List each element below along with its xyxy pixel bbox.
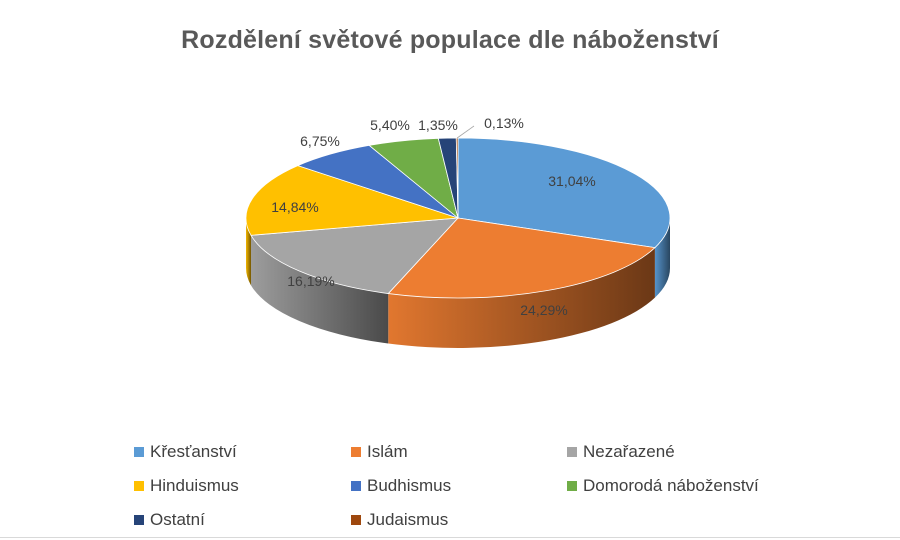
data-label-judaismus: 0,13% [484, 115, 524, 131]
legend-swatch [351, 447, 361, 457]
legend-swatch [567, 447, 577, 457]
pie-slice-judaismus [455, 137, 459, 219]
bottom-divider [0, 537, 900, 538]
legend-item-hinduismus: Hinduismus [134, 474, 239, 498]
legend-item-islam: Islám [351, 440, 408, 464]
chart-legend: Křesťanství Islám Nezařazené Hinduismus Budh… [134, 440, 834, 536]
data-label-krestanstvi: 31,04% [548, 173, 595, 189]
data-label-budhismus: 6,75% [300, 133, 340, 149]
legend-item-nezarazene: Nezařazené [567, 440, 675, 464]
pie-side-nezarazene [251, 235, 389, 344]
legend-swatch [134, 447, 144, 457]
pie-side-hinduismus [246, 218, 252, 286]
data-label-ostatni: 1,35% [418, 117, 458, 133]
leader-line-judaismus [456, 125, 475, 139]
legend-swatch [134, 481, 144, 491]
legend-label: Judaismus [367, 510, 449, 529]
legend-label: Křesťanství [150, 442, 237, 461]
legend-item-ostatni: Ostatní [134, 508, 205, 532]
legend-item-domoroda-nabozenstvi: Domorodá náboženství [567, 474, 759, 498]
pie-slice-hinduismus [245, 165, 459, 236]
pie-slice-krestanstvi [457, 137, 671, 249]
legend-swatch [351, 515, 361, 525]
pie-slice-islam [387, 217, 656, 299]
legend-label: Nezařazené [583, 442, 675, 461]
legend-label: Ostatní [150, 510, 205, 529]
legend-item-krestanstvi: Křesťanství [134, 440, 237, 464]
legend-swatch [134, 515, 144, 525]
data-label-domoroda-nabozenstvi: 5,40% [370, 117, 410, 133]
data-label-nezarazene: 16,19% [287, 273, 334, 289]
legend-swatch [351, 481, 361, 491]
pie-side-islam [388, 247, 655, 349]
pie-chart: 31,04% 24,29% 16,19% 14,84% 6,75% 5,40% 1,35% 0… [245, 115, 671, 349]
legend-label: Domorodá náboženství [583, 476, 759, 495]
legend-label: Islám [367, 442, 408, 461]
legend-label: Hinduismus [150, 476, 239, 495]
legend-item-judaismus: Judaismus [351, 508, 448, 532]
pie-side-krestanstvi [654, 218, 670, 298]
data-label-hinduismus: 14,84% [271, 199, 318, 215]
chart-title: Rozdělení světové populace dle náboženst… [181, 26, 719, 54]
legend-label: Budhismus [367, 476, 452, 495]
data-label-islam: 24,29% [520, 302, 567, 318]
legend-item-budhismus: Budhismus [351, 474, 451, 498]
pie-slice-nezarazene [250, 217, 459, 294]
legend-swatch [567, 481, 577, 491]
